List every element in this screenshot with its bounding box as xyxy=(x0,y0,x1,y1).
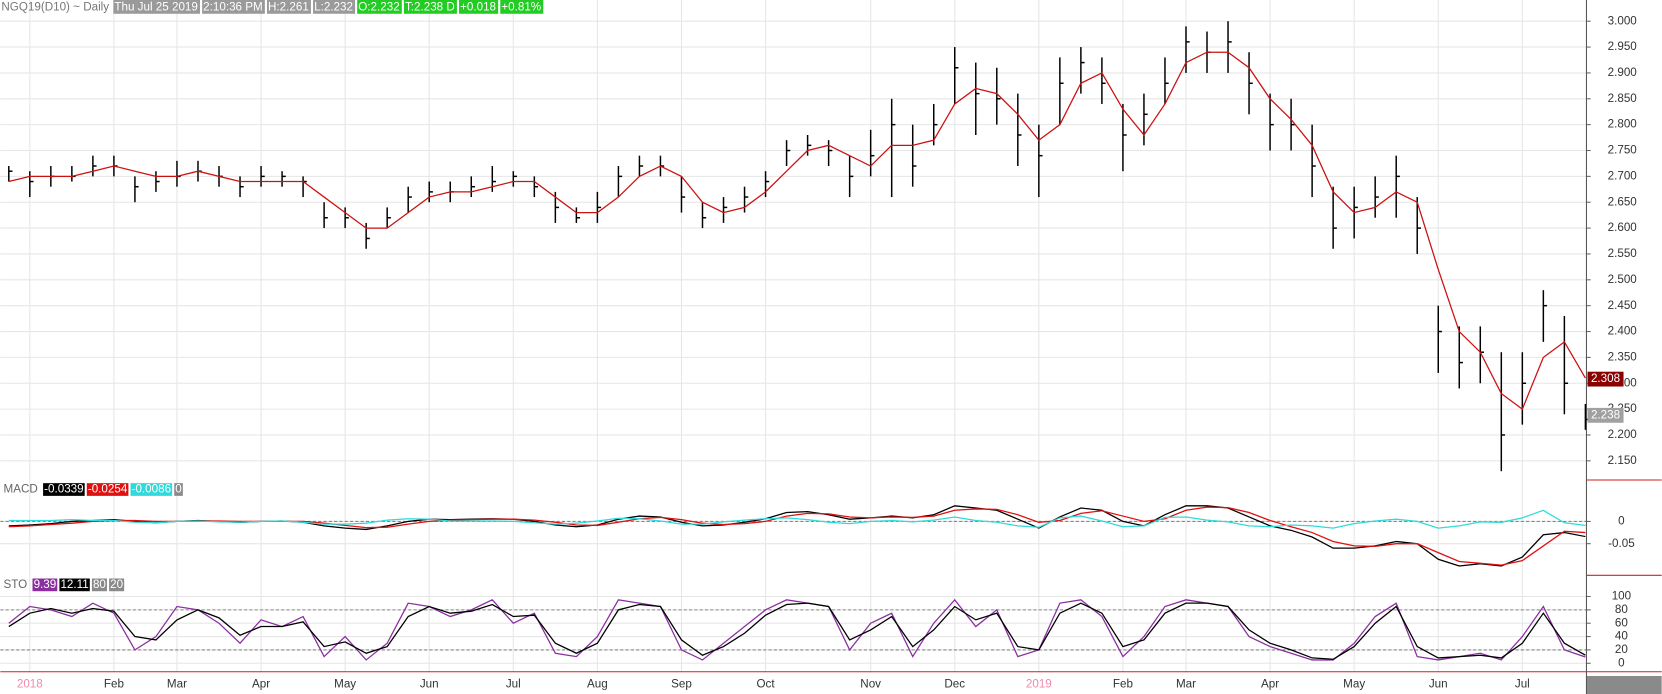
x-tick-label: Feb xyxy=(1113,678,1133,691)
header-box xyxy=(113,0,201,14)
price-tag xyxy=(1587,371,1624,387)
header-field: L:2.232 xyxy=(314,0,353,13)
y-tick-label: 2.450 xyxy=(1608,299,1638,312)
header-box xyxy=(459,0,499,14)
header-field: 2:10:36 PM xyxy=(203,0,263,13)
y-tick-label: 2.800 xyxy=(1608,118,1638,131)
y-tick-label: 100 xyxy=(1612,590,1632,603)
y-tick-label: 2.200 xyxy=(1608,428,1638,441)
y-tick-label: 20 xyxy=(1615,643,1628,656)
x-tick-label: Feb xyxy=(104,678,124,691)
readout: 12.11 xyxy=(60,578,88,591)
header-field: +0.018 xyxy=(460,0,496,13)
x-tick-label: Aug xyxy=(587,678,608,691)
x-tick-label: Dec xyxy=(944,678,965,691)
readout-box xyxy=(43,483,85,496)
x-tick-label: 2019 xyxy=(1026,678,1052,691)
y-tick-label: 2.650 xyxy=(1608,195,1638,208)
y-tick-label: 80 xyxy=(1615,603,1628,616)
readout-box xyxy=(109,578,125,592)
header-field: O:2.232 xyxy=(358,0,399,13)
indicator-line xyxy=(8,602,1586,660)
readout: -0.0254 xyxy=(88,483,128,496)
readout-box xyxy=(86,483,129,496)
y-tick-label: 2.550 xyxy=(1608,247,1638,260)
header-title: NGQ19(D10) ~ Daily xyxy=(1,0,109,13)
header-box xyxy=(500,0,544,14)
x-tick-label: Nov xyxy=(860,678,881,691)
y-tick-label: 2.750 xyxy=(1608,144,1638,157)
x-tick-label: Oct xyxy=(757,678,776,691)
price-tag xyxy=(1587,407,1624,423)
x-tick-label: 2018 xyxy=(17,678,43,691)
y-tick-label: 2.950 xyxy=(1608,40,1638,53)
x-tick-label: May xyxy=(334,678,356,691)
readout: 20 xyxy=(110,578,123,591)
y-tick-label: 3.000 xyxy=(1608,14,1638,27)
indicator-line xyxy=(8,509,1586,529)
scroll-handle[interactable] xyxy=(1586,675,1662,694)
y-tick-label: 0 xyxy=(1618,514,1625,527)
x-tick-label: Jul xyxy=(1515,678,1530,691)
moving-average xyxy=(8,51,1586,411)
x-tick-label: Mar xyxy=(167,678,187,691)
panel-title: MACD xyxy=(3,483,37,496)
y-tick-label: -0.05 xyxy=(1608,537,1635,550)
y-tick-label: 2.850 xyxy=(1608,92,1638,105)
readout: 9.39 xyxy=(34,578,57,591)
x-tick-label: May xyxy=(1343,678,1365,691)
readout-box xyxy=(174,483,183,496)
x-tick-label: Jun xyxy=(1429,678,1448,691)
price-tag-label: 2.238 xyxy=(1591,408,1620,421)
y-tick-label: 40 xyxy=(1615,630,1628,643)
y-tick-label: 60 xyxy=(1615,616,1628,629)
x-tick-label: Apr xyxy=(1261,678,1279,691)
y-tick-label: 2.900 xyxy=(1608,66,1638,79)
y-tick-label: 2.150 xyxy=(1608,454,1638,467)
header-field: H:2.261 xyxy=(268,0,309,13)
y-tick-label: 0 xyxy=(1618,656,1625,669)
indicator-line xyxy=(8,598,1586,661)
readout: -0.0086 xyxy=(132,483,171,496)
header-box xyxy=(266,0,311,14)
header-box xyxy=(202,0,265,14)
y-tick-label: 2.600 xyxy=(1608,221,1638,234)
header-box xyxy=(313,0,356,14)
readout: 0 xyxy=(175,483,182,496)
y-tick-label: 2.400 xyxy=(1608,325,1638,338)
readout-box xyxy=(91,578,107,592)
x-tick-label: Sep xyxy=(671,678,692,691)
header-field: T:2.238 D xyxy=(405,0,455,13)
y-tick-label: 2.700 xyxy=(1608,169,1638,182)
header-box xyxy=(403,0,457,14)
header-field: Thu Jul 25 2019 xyxy=(114,0,198,13)
x-tick-label: Jun xyxy=(420,678,439,691)
x-tick-label: Mar xyxy=(1176,678,1196,691)
readout-box xyxy=(32,578,58,592)
header-field: +0.81% xyxy=(501,0,541,13)
header-box xyxy=(357,0,402,14)
readout: -0.0339 xyxy=(44,483,83,496)
readout: 80 xyxy=(93,578,106,591)
y-tick-label: 2.350 xyxy=(1608,350,1638,363)
readout-box xyxy=(59,578,90,592)
panel-title: STO xyxy=(3,578,27,591)
x-tick-label: Jul xyxy=(506,678,521,691)
y-tick-label: 2.500 xyxy=(1608,273,1638,286)
price-tag-label: 2.308 xyxy=(1591,372,1620,385)
x-tick-label: Apr xyxy=(252,678,270,691)
readout-box xyxy=(130,483,173,496)
